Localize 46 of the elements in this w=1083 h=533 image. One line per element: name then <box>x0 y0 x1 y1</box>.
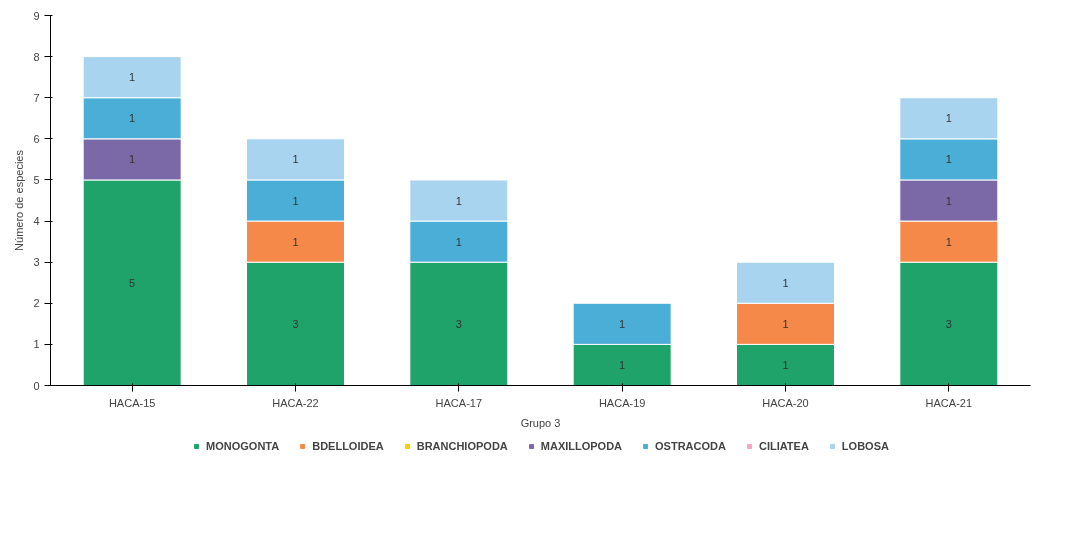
data-label: 1 <box>129 153 136 166</box>
y-tick-label: 7 <box>33 91 40 104</box>
legend-label: OSTRACODA <box>655 440 726 452</box>
data-label: 1 <box>292 194 299 207</box>
data-label: 1 <box>455 194 462 207</box>
data-label: 1 <box>782 276 789 289</box>
legend-label: CILIATEA <box>758 440 809 452</box>
x-tick-label: HACA-19 <box>598 396 646 409</box>
data-label: 1 <box>619 317 626 330</box>
data-label: 1 <box>945 194 952 207</box>
legend-label: BRANCHIOPODA <box>416 440 508 452</box>
x-axis-title: Grupo 3 <box>520 416 561 429</box>
x-tick-label: HACA-17 <box>435 396 483 409</box>
legend-label: MAXILLOPODA <box>540 440 623 452</box>
y-tick-label: 6 <box>33 132 40 145</box>
data-label: 1 <box>945 153 952 166</box>
y-tick-label: 5 <box>33 173 40 186</box>
data-label: 5 <box>129 276 136 289</box>
y-tick-label: 3 <box>33 256 40 269</box>
data-label: 1 <box>782 358 789 371</box>
data-label: 1 <box>782 317 789 330</box>
data-label: 1 <box>292 153 299 166</box>
data-label: 3 <box>455 317 462 330</box>
y-tick-label: 1 <box>33 338 40 351</box>
data-label: 1 <box>945 235 952 248</box>
legend-label: MONOGONTA <box>206 440 280 452</box>
x-tick-label: HACA-22 <box>272 396 319 409</box>
data-label: 1 <box>945 112 952 125</box>
data-label: 3 <box>292 317 299 330</box>
x-tick-label: HACA-21 <box>925 396 973 409</box>
x-tick-label: HACA-15 <box>108 396 156 409</box>
legend-label: BDELLOIDEA <box>312 440 384 452</box>
data-label: 3 <box>945 317 952 330</box>
y-tick-label: 2 <box>33 297 40 310</box>
data-label: 1 <box>129 112 136 125</box>
x-tick-label: HACA-20 <box>762 396 809 409</box>
legend-label: LOBOSA <box>841 440 889 452</box>
data-label: 1 <box>455 235 462 248</box>
y-tick-label: 4 <box>33 215 40 228</box>
data-label: 1 <box>619 358 626 371</box>
y-tick-label: 8 <box>33 50 40 63</box>
data-label: 1 <box>129 71 136 84</box>
y-tick-label: 0 <box>33 379 40 392</box>
y-axis-title: Número de especies <box>13 149 26 251</box>
data-label: 1 <box>292 235 299 248</box>
y-tick-label: 9 <box>33 9 40 22</box>
